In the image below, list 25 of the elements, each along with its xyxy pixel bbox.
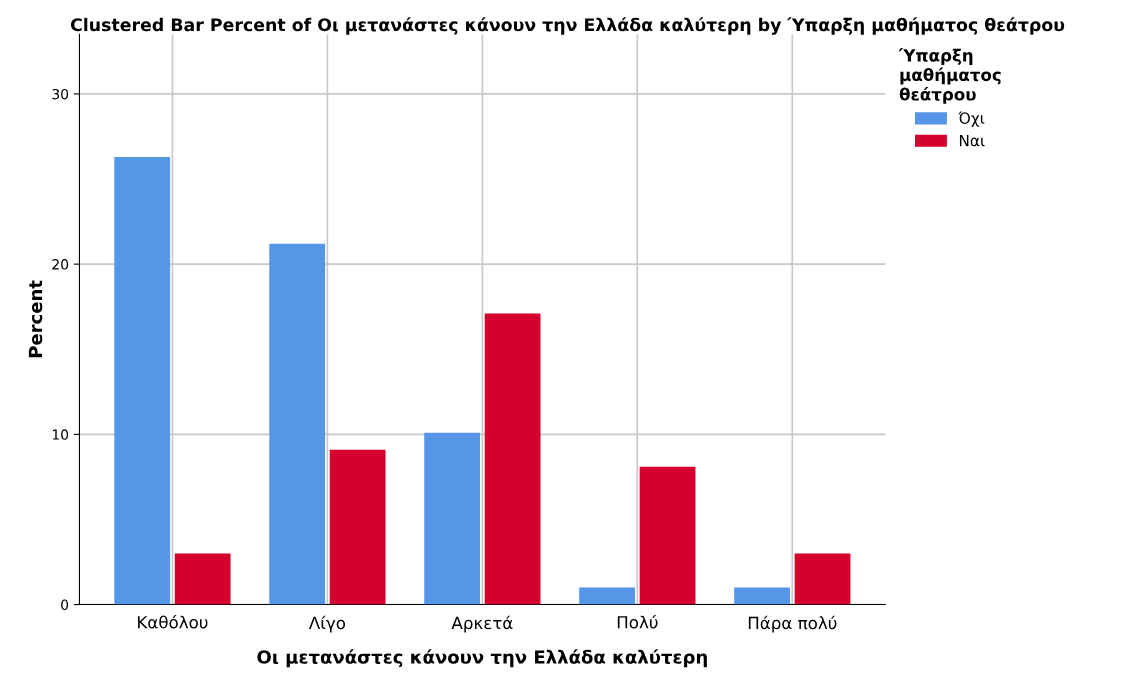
bar [329, 449, 386, 605]
bar [734, 587, 790, 605]
x-tick-label: Καθόλου [138, 615, 208, 629]
legend-label: Ναι [959, 134, 985, 147]
legend-title: Ύπαρξη μαθήματος θεάτρου [898, 48, 1001, 104]
bar [114, 156, 171, 605]
y-tick-label: 0 [61, 599, 69, 611]
bar [424, 432, 481, 605]
bar [794, 553, 851, 605]
y-tick-label: 30 [52, 88, 69, 100]
legend-label: Όχι [958, 111, 985, 127]
y-tick-label: 10 [52, 429, 69, 440]
x-tick-label: Λίγο [308, 615, 346, 633]
x-tick-label: Πολύ [617, 615, 658, 629]
bar [484, 313, 541, 605]
x-tick-label: Πάρα πολύ [748, 615, 837, 633]
y-axis-title: Percent [28, 280, 43, 358]
bar [174, 553, 231, 605]
bar [269, 243, 326, 605]
y-tick-label: 20 [52, 259, 69, 270]
x-axis-title: Οι μετανάστες κάνουν την Ελλάδα καλύτερη [257, 649, 707, 668]
bar [639, 466, 696, 605]
bar [579, 587, 636, 605]
x-tick-label: Αρκετά [451, 615, 513, 633]
chart-title: Clustered Bar Percent of Οι μετανάστες κάνουν την Ελλάδα καλύτερη by Ύπαρξη μαθήματος θεάτρου [70, 17, 1065, 35]
